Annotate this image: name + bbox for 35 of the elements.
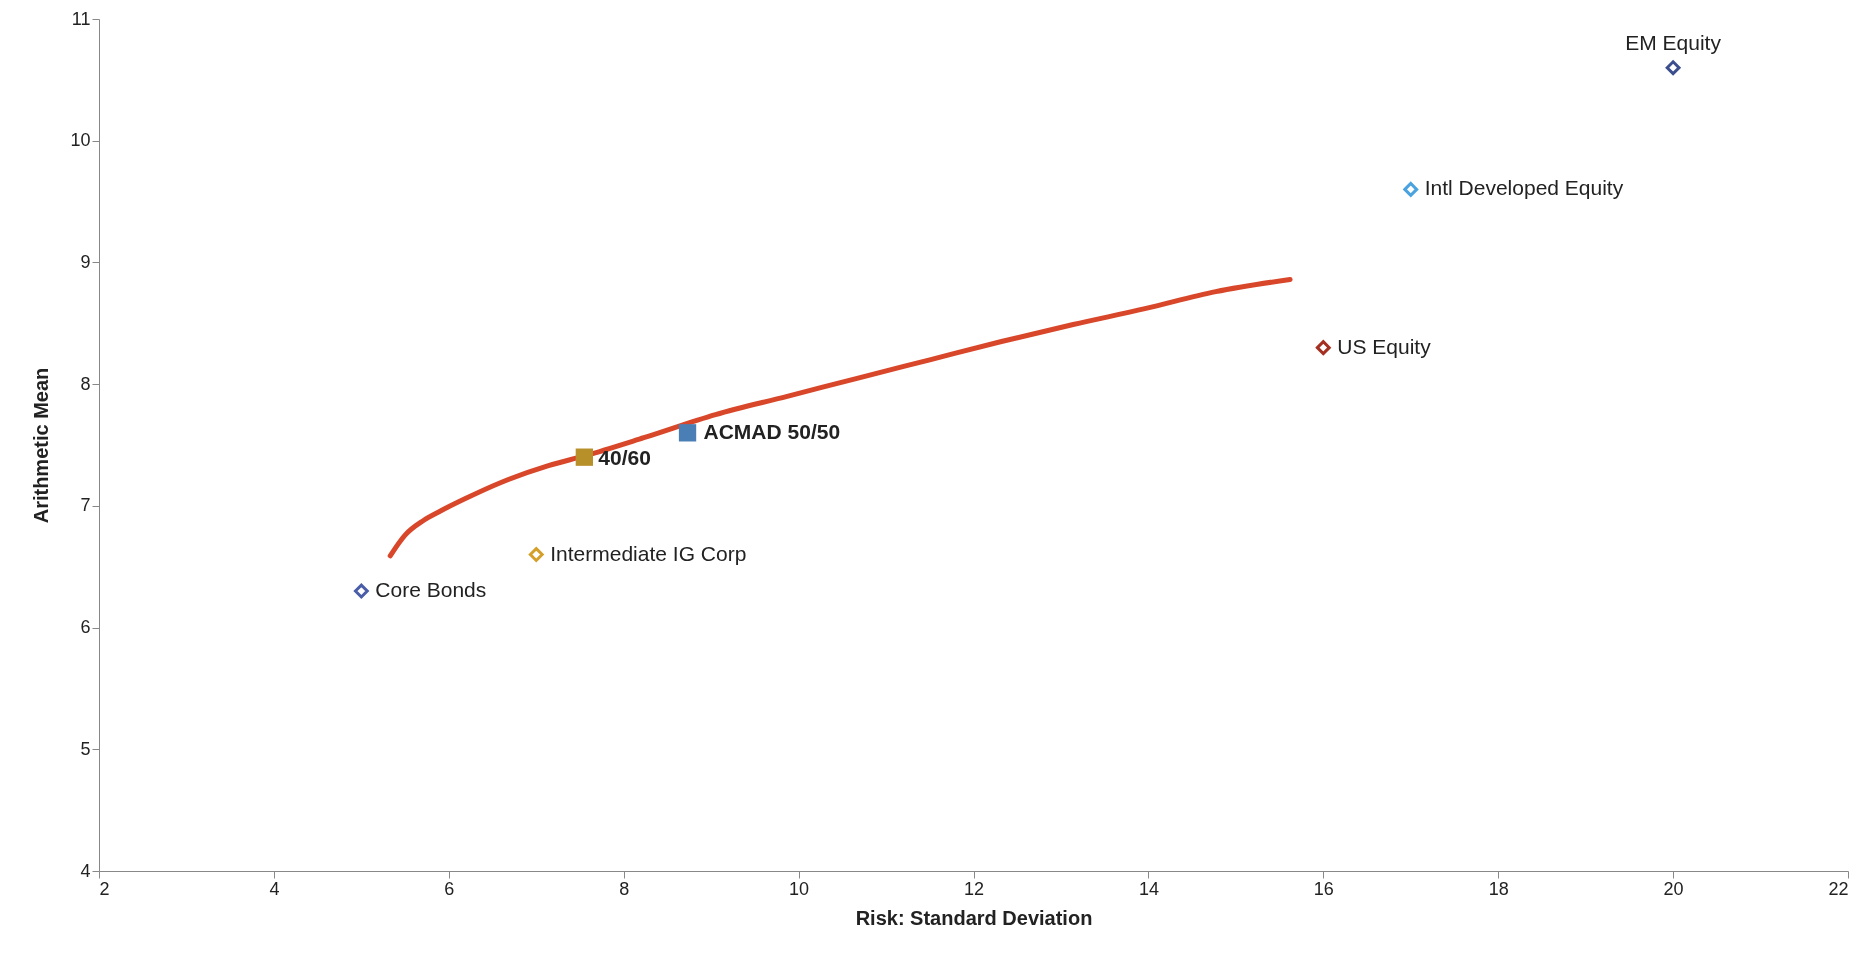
y-tick-label: 11 bbox=[71, 8, 91, 29]
point bbox=[1665, 60, 1681, 76]
y-tick-label: 9 bbox=[80, 251, 91, 272]
point bbox=[575, 448, 594, 466]
point bbox=[1315, 340, 1331, 356]
y-axis-title: Arithmetic Mean bbox=[30, 367, 53, 524]
series-label: Intl Developed Equity bbox=[1424, 176, 1624, 200]
y-tick-label: 10 bbox=[70, 130, 91, 151]
x-tick-label: 8 bbox=[619, 878, 630, 899]
y-tick-label: 5 bbox=[80, 738, 91, 759]
x-tick-label: 18 bbox=[1488, 878, 1509, 899]
x-tick-label: 4 bbox=[269, 878, 280, 899]
point bbox=[1403, 181, 1419, 197]
series-label: EM Equity bbox=[1625, 30, 1722, 54]
y-tick-label: 6 bbox=[80, 617, 91, 638]
series-label: Core Bonds bbox=[375, 578, 487, 602]
x-axis-title: Risk: Standard Deviation bbox=[855, 906, 1093, 929]
x-tick-label: 2 bbox=[99, 878, 110, 899]
x-tick-label: 14 bbox=[1138, 878, 1159, 899]
series-label: US Equity bbox=[1337, 334, 1432, 358]
point bbox=[353, 583, 369, 599]
series-label: 40/60 bbox=[598, 446, 651, 470]
series-label: ACMAD 50/50 bbox=[703, 419, 841, 443]
point bbox=[678, 424, 697, 442]
x-tick-label: 12 bbox=[963, 878, 985, 899]
series-label: Intermediate IG Corp bbox=[550, 541, 747, 565]
y-tick-label: 8 bbox=[80, 373, 91, 394]
point bbox=[528, 547, 544, 562]
y-tick-label: 4 bbox=[80, 860, 91, 881]
x-tick-label: 16 bbox=[1313, 878, 1334, 899]
x-tick-label: 20 bbox=[1663, 878, 1684, 899]
x-tick-label: 22 bbox=[1828, 878, 1849, 899]
x-tick-label: 6 bbox=[444, 878, 455, 899]
y-tick-label: 7 bbox=[80, 495, 91, 516]
x-tick-label: 10 bbox=[789, 878, 810, 899]
